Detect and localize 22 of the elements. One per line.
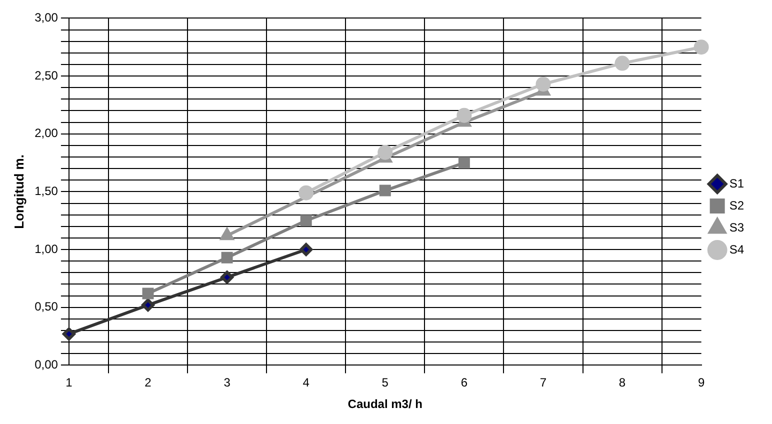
x-tick-label: 6 bbox=[460, 376, 468, 390]
x-tick-label: 5 bbox=[382, 376, 389, 390]
y-tick-label: 3,00 bbox=[34, 10, 58, 25]
x-tick-label: 7 bbox=[540, 376, 547, 390]
legend-label: S3 bbox=[729, 220, 744, 234]
legend-label: S4 bbox=[729, 242, 744, 256]
y-tick-label: 0,00 bbox=[34, 358, 58, 372]
y-tick-label: 1,50 bbox=[34, 184, 58, 198]
y-axis-title: Longitud m. bbox=[11, 154, 26, 229]
legend-label: S1 bbox=[729, 176, 744, 190]
x-tick-label: 9 bbox=[698, 376, 705, 390]
y-tick-label: 1,00 bbox=[34, 242, 58, 256]
x-tick-label: 8 bbox=[618, 376, 626, 390]
x-tick-label: 4 bbox=[302, 376, 310, 390]
x-tick-label: 3 bbox=[224, 376, 231, 390]
x-tick-label: 2 bbox=[144, 376, 152, 390]
y-tick-label: 0,50 bbox=[34, 300, 58, 314]
y-tick-label: 2,00 bbox=[34, 126, 58, 140]
y-tick-label: 2,50 bbox=[34, 68, 58, 82]
x-tick-label: 1 bbox=[66, 376, 73, 390]
legend-label: S2 bbox=[729, 198, 744, 212]
x-axis-title: Caudal m3/ h bbox=[348, 397, 422, 412]
